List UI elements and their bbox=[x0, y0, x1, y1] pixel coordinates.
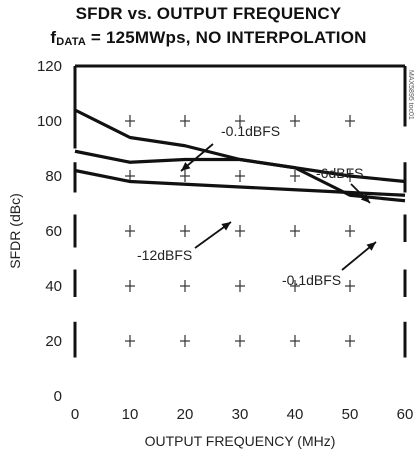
annotation-arrowhead bbox=[360, 193, 370, 203]
y-axis-label: SFDR (dBc) bbox=[7, 193, 23, 268]
tick-labels: 0 20 40 60 80 100 120 0 10 20 30 40 50 60 bbox=[37, 58, 413, 423]
annotation-arrowhead bbox=[181, 162, 191, 171]
x-tick-label: 10 bbox=[122, 406, 139, 423]
series-line-3 bbox=[74, 168, 406, 197]
annotation-arrowhead bbox=[221, 222, 231, 231]
x-tick-label: 30 bbox=[232, 406, 249, 423]
annotations: -0.1dBFS -6dBFS -12dBFS -0.1dBFS bbox=[137, 123, 377, 288]
axes bbox=[73, 64, 407, 358]
y-tick-label: 120 bbox=[37, 58, 62, 75]
y-tick-label: 80 bbox=[45, 168, 62, 185]
y-tick-label: 0 bbox=[54, 388, 62, 405]
y-tick-label: 100 bbox=[37, 113, 62, 130]
annotation-label: -6dBFS bbox=[316, 165, 363, 181]
y-tick-label: 20 bbox=[45, 333, 62, 350]
series-line-2 bbox=[74, 149, 406, 184]
x-tick-label: 60 bbox=[397, 406, 414, 423]
title-subscript: DATA bbox=[56, 36, 86, 48]
x-tick-label: 50 bbox=[342, 406, 359, 423]
annotation-arrowhead bbox=[366, 242, 376, 251]
title-f: f bbox=[50, 28, 57, 47]
annotation-label: -12dBFS bbox=[137, 247, 192, 263]
annotation-label: -0.1dBFS bbox=[221, 123, 280, 139]
chart-id-label: MAX5895 toc01 bbox=[407, 70, 414, 120]
series-lines bbox=[74, 108, 406, 203]
chart-title-line2: fDATA = 125MWps, NO INTERPOLATION bbox=[0, 28, 417, 48]
x-tick-label: 40 bbox=[287, 406, 304, 423]
x-axis-label: OUTPUT FREQUENCY (MHz) bbox=[145, 433, 336, 449]
x-tick-label: 0 bbox=[71, 406, 79, 423]
y-tick-label: 40 bbox=[45, 278, 62, 295]
grid-markers bbox=[125, 115, 355, 347]
title-rest: = 125MWps, NO INTERPOLATION bbox=[85, 28, 367, 47]
annotation-label: -0.1dBFS bbox=[282, 272, 341, 288]
x-tick-label: 20 bbox=[177, 406, 194, 423]
chart-title-line1: SFDR vs. OUTPUT FREQUENCY bbox=[75, 4, 342, 23]
y-tick-label: 60 bbox=[45, 223, 62, 240]
